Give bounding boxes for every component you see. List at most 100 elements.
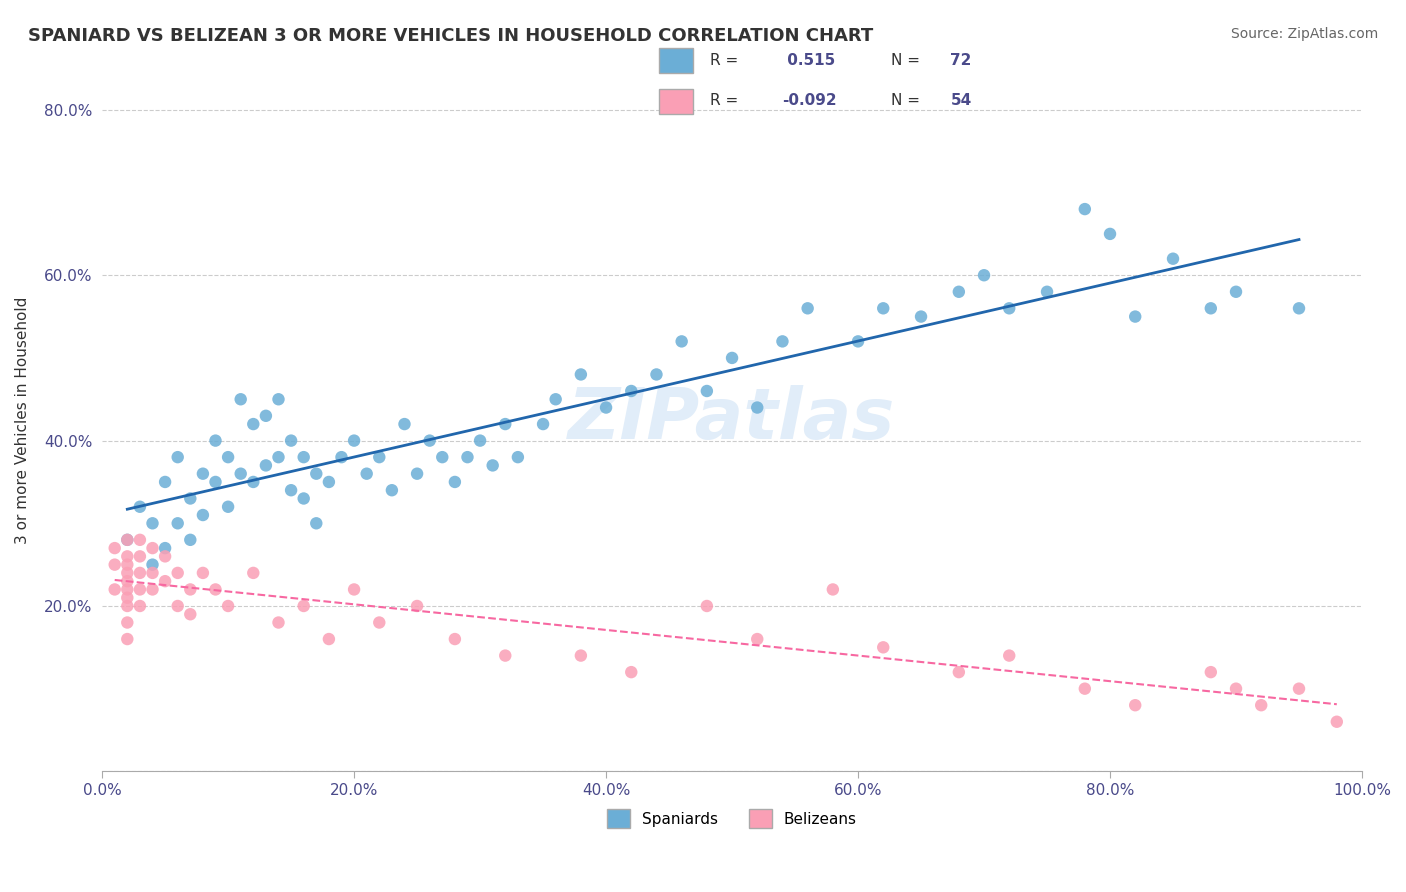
Point bbox=[998, 301, 1021, 316]
Text: ZIPatlas: ZIPatlas bbox=[568, 385, 896, 454]
Text: R =: R = bbox=[710, 54, 738, 68]
Point bbox=[747, 401, 769, 415]
Point bbox=[117, 533, 139, 547]
Point bbox=[166, 516, 188, 531]
Point bbox=[280, 434, 302, 448]
Point bbox=[141, 558, 163, 572]
Text: 54: 54 bbox=[950, 94, 972, 108]
Point bbox=[544, 392, 567, 407]
Text: Source: ZipAtlas.com: Source: ZipAtlas.com bbox=[1230, 27, 1378, 41]
Point bbox=[1199, 301, 1222, 316]
Point bbox=[117, 549, 139, 564]
Point bbox=[481, 458, 503, 473]
Point bbox=[1199, 665, 1222, 680]
Point bbox=[381, 483, 404, 498]
Point bbox=[747, 632, 769, 646]
Point bbox=[1288, 681, 1310, 696]
Text: -0.092: -0.092 bbox=[782, 94, 837, 108]
Point bbox=[772, 334, 794, 349]
Point bbox=[267, 615, 290, 630]
Point bbox=[305, 516, 328, 531]
Point bbox=[117, 558, 139, 572]
Point bbox=[254, 458, 277, 473]
Point bbox=[104, 558, 127, 572]
Point bbox=[846, 334, 869, 349]
Point bbox=[179, 533, 201, 547]
Point bbox=[153, 549, 176, 564]
Point bbox=[1074, 681, 1097, 696]
Point bbox=[267, 450, 290, 464]
Point bbox=[796, 301, 818, 316]
Point bbox=[318, 632, 340, 646]
Point bbox=[217, 599, 239, 613]
Point bbox=[153, 574, 176, 589]
Point bbox=[242, 417, 264, 431]
Text: 0.515: 0.515 bbox=[782, 54, 835, 68]
Point bbox=[494, 417, 516, 431]
Point bbox=[179, 607, 201, 622]
Point bbox=[569, 368, 592, 382]
Point bbox=[1225, 285, 1247, 299]
Point bbox=[267, 392, 290, 407]
Point bbox=[910, 310, 932, 324]
Point bbox=[204, 475, 226, 489]
FancyBboxPatch shape bbox=[659, 48, 693, 73]
Point bbox=[117, 582, 139, 597]
Point bbox=[1161, 252, 1184, 266]
Point bbox=[191, 566, 214, 580]
Point bbox=[1123, 310, 1146, 324]
Text: N =: N = bbox=[891, 94, 925, 108]
Point bbox=[696, 384, 718, 398]
Point bbox=[1074, 202, 1097, 216]
Point bbox=[191, 467, 214, 481]
Text: 72: 72 bbox=[950, 54, 972, 68]
Point bbox=[645, 368, 668, 382]
Point bbox=[595, 401, 617, 415]
Point bbox=[153, 541, 176, 555]
Point bbox=[468, 434, 491, 448]
Point bbox=[1326, 714, 1348, 729]
FancyBboxPatch shape bbox=[659, 89, 693, 114]
Point bbox=[620, 384, 643, 398]
Point bbox=[368, 450, 391, 464]
Point bbox=[166, 450, 188, 464]
Point bbox=[129, 500, 152, 514]
Point bbox=[166, 566, 188, 580]
Point bbox=[343, 582, 366, 597]
Point bbox=[973, 268, 995, 283]
Point bbox=[292, 450, 315, 464]
Point bbox=[671, 334, 693, 349]
Point bbox=[292, 491, 315, 506]
Point bbox=[117, 591, 139, 605]
Point bbox=[229, 392, 252, 407]
Point bbox=[217, 450, 239, 464]
Point bbox=[1250, 698, 1272, 713]
Point bbox=[191, 508, 214, 522]
Point bbox=[356, 467, 378, 481]
Point bbox=[229, 467, 252, 481]
Point bbox=[117, 574, 139, 589]
Point bbox=[141, 516, 163, 531]
Point bbox=[179, 491, 201, 506]
Point bbox=[531, 417, 554, 431]
Point bbox=[129, 533, 152, 547]
Point bbox=[242, 475, 264, 489]
Point bbox=[141, 541, 163, 555]
Point bbox=[1123, 698, 1146, 713]
Point bbox=[419, 434, 441, 448]
Point bbox=[1288, 301, 1310, 316]
Point bbox=[494, 648, 516, 663]
Point bbox=[948, 665, 970, 680]
Point bbox=[1225, 681, 1247, 696]
Point bbox=[129, 599, 152, 613]
Point bbox=[179, 582, 201, 597]
Point bbox=[506, 450, 529, 464]
Point bbox=[204, 582, 226, 597]
Point bbox=[280, 483, 302, 498]
Point bbox=[117, 615, 139, 630]
Point bbox=[998, 648, 1021, 663]
Point bbox=[129, 582, 152, 597]
Point bbox=[153, 475, 176, 489]
Point bbox=[217, 500, 239, 514]
Point bbox=[129, 566, 152, 580]
